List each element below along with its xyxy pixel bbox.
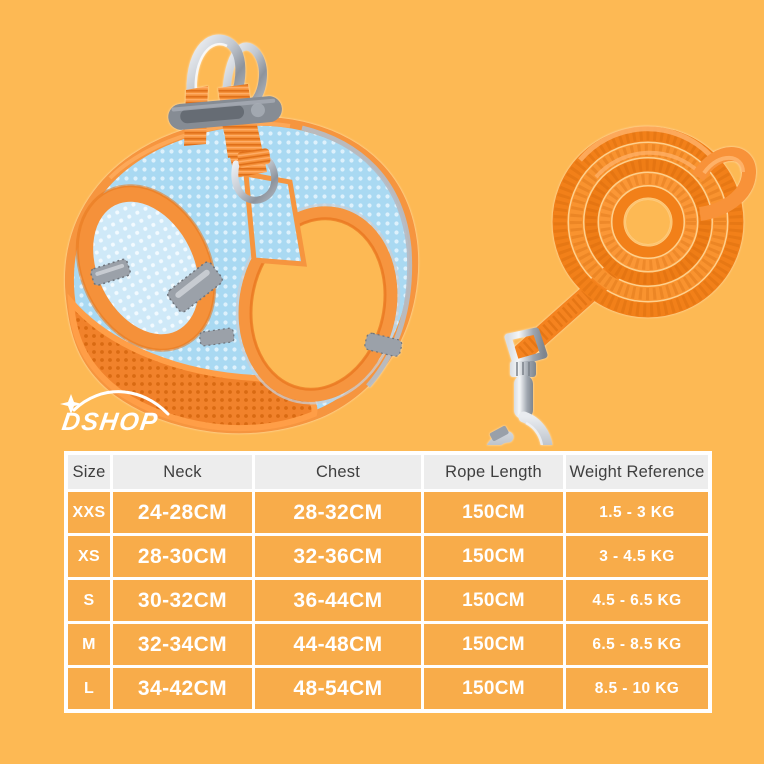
cell-neck: 30-32CM (113, 580, 252, 621)
leash-coil (552, 126, 756, 318)
size-chart-row-s: S 30-32CM 36-44CM 150CM 4.5 - 6.5 KG (68, 580, 708, 621)
dshop-logo: DSHOP (56, 388, 196, 450)
cell-neck: 34-42CM (113, 668, 252, 709)
size-chart-row-m: M 32-34CM 44-48CM 150CM 6.5 - 8.5 KG (68, 624, 708, 665)
size-chart-header-row: Size Neck Chest Rope Length Weight Refer… (68, 455, 708, 489)
harness-belly-panel (67, 293, 318, 432)
header-neck: Neck (113, 455, 252, 489)
cell-rope-length: 150CM (424, 668, 563, 709)
cell-weight: 3 - 4.5 KG (566, 536, 708, 577)
harness-chest-ring-icon (231, 148, 279, 204)
cell-weight: 4.5 - 6.5 KG (566, 580, 708, 621)
logo-text: DSHOP (60, 408, 161, 436)
cell-rope-length: 150CM (424, 580, 563, 621)
size-chart-row-l: L 34-42CM 48-54CM 150CM 8.5 - 10 KG (68, 668, 708, 709)
cell-chest: 28-32CM (255, 492, 421, 533)
reflective-strip (90, 258, 131, 286)
cell-chest: 44-48CM (255, 624, 421, 665)
reflective-strip (198, 327, 235, 347)
cell-size: M (68, 624, 110, 665)
logo-swoosh-icon (60, 390, 170, 416)
cell-neck: 32-34CM (113, 624, 252, 665)
reflective-strip (364, 332, 403, 357)
leash-strap (512, 263, 622, 363)
cell-rope-length: 150CM (424, 536, 563, 577)
cell-rope-length: 150CM (424, 492, 563, 533)
cell-chest: 36-44CM (255, 580, 421, 621)
harness-d-ring-icon (186, 34, 267, 106)
cell-chest: 48-54CM (255, 668, 421, 709)
cell-neck: 28-30CM (113, 536, 252, 577)
header-chest: Chest (255, 455, 421, 489)
size-chart-row-xs: XS 28-30CM 32-36CM 150CM 3 - 4.5 KG (68, 536, 708, 577)
cell-size: XS (68, 536, 110, 577)
cell-weight: 6.5 - 8.5 KG (566, 624, 708, 665)
header-weight-reference: Weight Reference (566, 455, 708, 489)
size-chart-table: Size Neck Chest Rope Length Weight Refer… (64, 451, 712, 713)
logo-star-icon (60, 394, 82, 414)
header-size: Size (68, 455, 110, 489)
header-rope-length: Rope Length (424, 455, 563, 489)
cell-rope-length: 150CM (424, 624, 563, 665)
cell-weight: 8.5 - 10 KG (566, 668, 708, 709)
cell-chest: 32-36CM (255, 536, 421, 577)
cell-size: L (68, 668, 110, 709)
reflective-strip (166, 261, 224, 313)
harness-image (64, 34, 419, 434)
leash-image (486, 126, 756, 445)
cell-weight: 1.5 - 3 KG (566, 492, 708, 533)
leash-hook (486, 327, 553, 445)
harness-buckle (168, 96, 282, 130)
size-chart-row-xxs: XXS 24-28CM 28-32CM 150CM 1.5 - 3 KG (68, 492, 708, 533)
cell-size: XXS (68, 492, 110, 533)
leash-handle-loop (692, 147, 756, 221)
cell-neck: 24-28CM (113, 492, 252, 533)
cell-size: S (68, 580, 110, 621)
